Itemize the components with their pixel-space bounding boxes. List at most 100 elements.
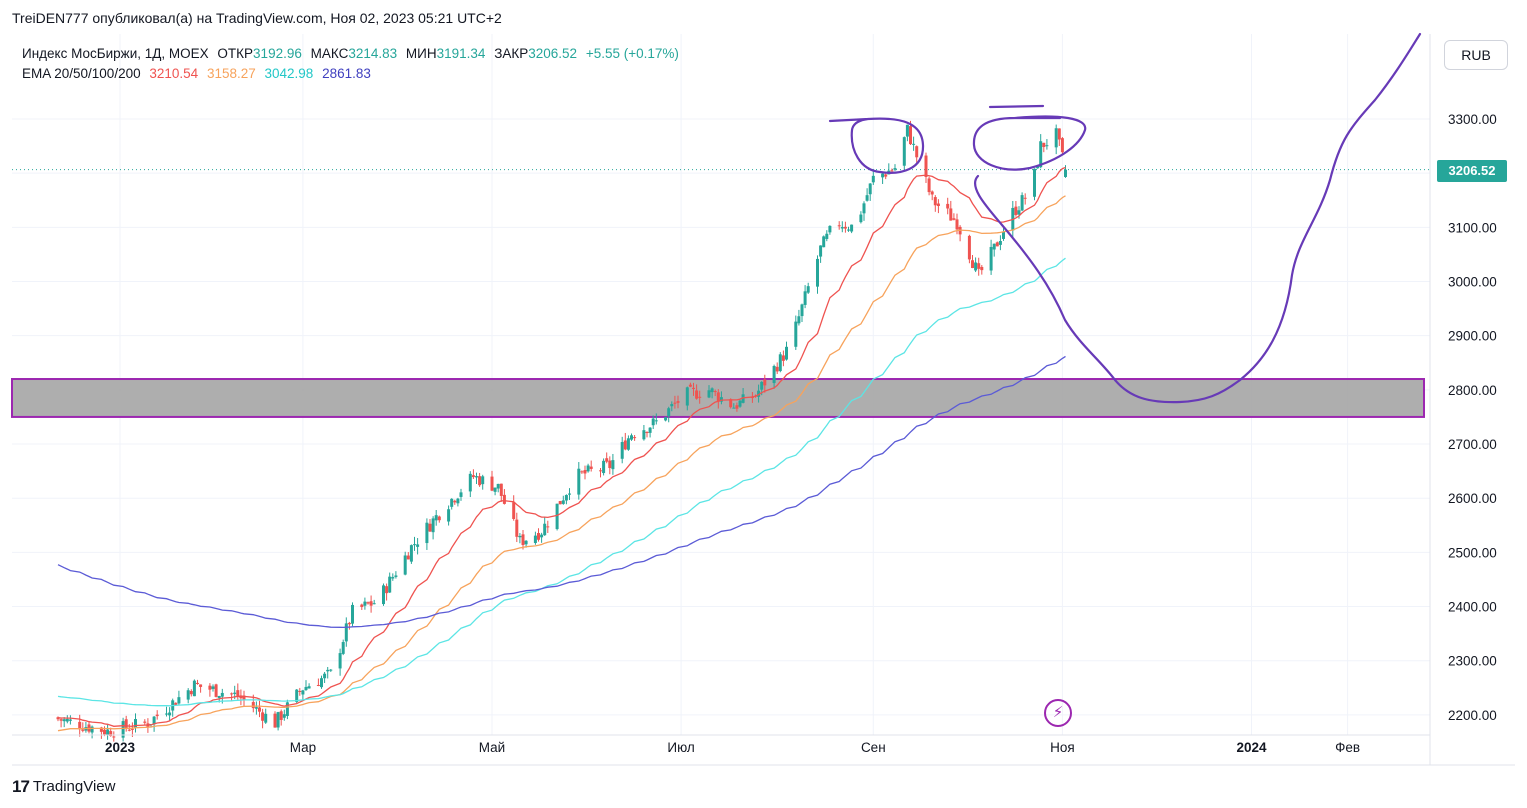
candle-body bbox=[803, 291, 807, 305]
candle-body bbox=[967, 235, 971, 260]
lightning-icon[interactable]: ⚡ bbox=[1044, 699, 1072, 727]
candle-body bbox=[425, 522, 429, 544]
candle-body bbox=[868, 183, 872, 195]
candle-body bbox=[608, 460, 612, 469]
candle-body bbox=[819, 245, 823, 257]
price-axis: 3300.003200.003100.003000.002900.002800.… bbox=[1448, 112, 1497, 723]
candle-body bbox=[298, 690, 302, 692]
ema-line-200 bbox=[57, 355, 1066, 629]
candle-body bbox=[394, 575, 398, 577]
candle-body bbox=[360, 604, 364, 608]
grid bbox=[12, 34, 1430, 735]
legend-ema20: 3210.54 bbox=[149, 66, 199, 81]
candle-body bbox=[143, 721, 147, 723]
candle-body bbox=[794, 321, 798, 347]
candle-body bbox=[68, 719, 72, 721]
candle-body bbox=[850, 224, 854, 232]
drawings bbox=[828, 32, 1422, 404]
candle-body bbox=[952, 218, 956, 220]
publisher-line: TreiDEN777 опубликовал(а) на TradingView… bbox=[12, 10, 502, 26]
candle-body bbox=[905, 124, 909, 137]
candle-body bbox=[974, 262, 978, 271]
currency-button[interactable]: RUB bbox=[1444, 40, 1508, 70]
candle-body bbox=[735, 405, 739, 409]
candle-body bbox=[475, 476, 478, 478]
candle-body bbox=[496, 483, 500, 489]
candle-body bbox=[456, 498, 460, 504]
candle-body bbox=[518, 535, 522, 538]
candle-body bbox=[729, 399, 733, 408]
candle-body bbox=[716, 392, 720, 402]
footer-brand[interactable]: 17 TradingView bbox=[12, 776, 115, 798]
legend-low-value: 3191.34 bbox=[436, 46, 486, 61]
candle-body bbox=[264, 713, 268, 723]
candle-body bbox=[344, 623, 348, 642]
candle-body bbox=[258, 707, 261, 712]
candle-body bbox=[437, 516, 441, 521]
candle-body bbox=[372, 603, 376, 605]
candle-body bbox=[602, 460, 606, 474]
candle-body bbox=[763, 379, 767, 386]
legend-ema-label[interactable]: EMA 20/50/100/200 bbox=[22, 66, 141, 81]
candle-body bbox=[1036, 165, 1040, 169]
candle-body bbox=[909, 126, 912, 145]
y-tick-label: 3000.00 bbox=[1448, 275, 1497, 290]
candle-body bbox=[998, 240, 1002, 245]
candle-body bbox=[654, 420, 658, 422]
candle-body bbox=[208, 685, 212, 690]
candle-body bbox=[840, 227, 844, 229]
candle-body bbox=[977, 263, 981, 269]
candle-body bbox=[279, 711, 283, 720]
candle-body bbox=[295, 689, 299, 702]
candle-body bbox=[685, 387, 689, 406]
candle-body bbox=[623, 440, 627, 450]
candle-body bbox=[109, 731, 113, 737]
candle-body bbox=[915, 146, 919, 158]
x-tick-label: Ноя bbox=[1050, 740, 1075, 755]
candle-body bbox=[816, 258, 819, 287]
candle-body bbox=[586, 465, 590, 472]
candle-body bbox=[1002, 231, 1005, 239]
y-tick-label: 2900.00 bbox=[1448, 329, 1497, 344]
candle-body bbox=[936, 203, 940, 207]
candle-body bbox=[65, 718, 69, 722]
candle-body bbox=[561, 500, 565, 504]
candle-body bbox=[81, 729, 85, 731]
legend-open-value: 3192.96 bbox=[253, 46, 302, 61]
candle-body bbox=[741, 394, 745, 403]
y-tick-label: 2400.00 bbox=[1448, 600, 1497, 615]
candle-body bbox=[155, 714, 159, 717]
candle-body bbox=[989, 246, 993, 271]
candle-body bbox=[453, 500, 457, 503]
candle-body bbox=[589, 466, 593, 469]
candle-body bbox=[1054, 128, 1058, 148]
candle-body bbox=[413, 544, 416, 546]
candle-body bbox=[568, 493, 571, 495]
candle-body bbox=[254, 707, 258, 709]
legend-symbol[interactable]: Индекс МосБиржи, 1Д, MOEX bbox=[22, 46, 209, 61]
candle-body bbox=[1039, 141, 1043, 168]
candle-body bbox=[630, 435, 633, 440]
candle-body bbox=[692, 387, 695, 389]
candle-body bbox=[233, 692, 237, 694]
candle-body bbox=[329, 669, 333, 671]
candle-body bbox=[971, 260, 974, 269]
candle-body bbox=[189, 691, 193, 695]
candle-body bbox=[121, 721, 125, 738]
candle-body bbox=[1023, 197, 1027, 199]
drawing-projection-path bbox=[973, 32, 1422, 404]
candle-body bbox=[434, 515, 438, 521]
legend-ema-row: EMA 20/50/100/200 3210.54 3158.27 3042.9… bbox=[22, 64, 679, 84]
candle-body bbox=[521, 534, 525, 545]
x-tick-label: Мар bbox=[290, 740, 316, 755]
legend-low-label: МИН bbox=[405, 46, 437, 61]
candle-body bbox=[450, 498, 454, 507]
candle-body bbox=[106, 729, 110, 735]
candle-body bbox=[515, 519, 519, 537]
candle-body bbox=[217, 696, 221, 698]
candle-body bbox=[326, 669, 330, 672]
candle-body bbox=[490, 476, 494, 491]
candle-body bbox=[481, 476, 485, 485]
candle-body bbox=[341, 642, 345, 654]
